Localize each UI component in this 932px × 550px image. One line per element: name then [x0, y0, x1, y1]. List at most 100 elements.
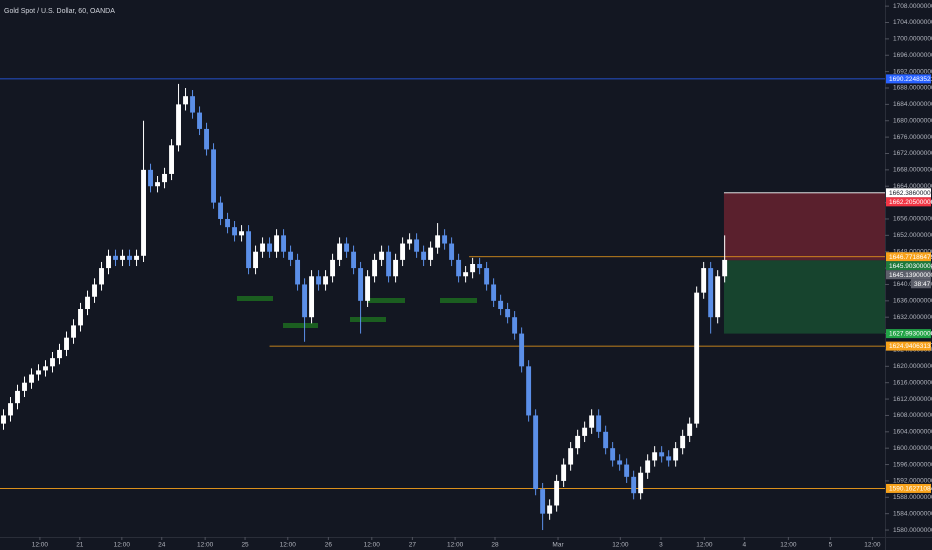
candle-body [435, 235, 441, 248]
y-tick-label: 1632.00000000 [893, 314, 932, 321]
price-badge-label: 1627.99300000 [889, 331, 932, 338]
x-tick-label: 26 [325, 542, 333, 549]
y-tick-label: 1684.00000000 [893, 101, 932, 108]
price-badge [886, 483, 931, 493]
y-tick-label: 1620.00000000 [893, 363, 932, 370]
x-tick-label: 12:00 [864, 542, 881, 549]
y-tick-label: 1676.00000000 [893, 134, 932, 141]
y-tick-label: 1668.00000000 [893, 167, 932, 174]
candle-body [127, 255, 132, 260]
y-tick-label: 1648.00000000 [893, 248, 932, 255]
candle-body [477, 263, 483, 269]
candle-body [204, 128, 209, 150]
candle-body [71, 325, 76, 338]
candle-body [638, 472, 644, 494]
candle-body [358, 268, 364, 301]
candle-body [218, 202, 224, 219]
candle-body [267, 243, 273, 252]
y-tick-label: 1704.00000000 [893, 19, 932, 26]
y-tick-label: 1592.00000000 [893, 478, 932, 485]
y-tick-label: 1708.00000000 [893, 3, 932, 10]
x-tick-label: Mar [552, 542, 564, 549]
price-badge [886, 341, 931, 351]
y-tick-label: 1656.00000000 [893, 216, 932, 223]
candle-body [365, 276, 371, 301]
candle-body [421, 251, 427, 260]
price-badge-label: 1590.16271084 [889, 485, 932, 492]
candle-body [526, 366, 532, 416]
price-badge [886, 197, 931, 207]
candle-body [666, 456, 672, 461]
price-badge [886, 329, 931, 339]
candle-body [519, 333, 525, 367]
x-tick-label: 24 [158, 542, 166, 549]
candle-body [582, 427, 588, 436]
candle-body [162, 173, 167, 183]
candle-body [92, 284, 97, 297]
price-badge-label: 1646.77186479 [889, 254, 932, 261]
candle-body [239, 231, 245, 236]
x-tick-label: 12:00 [780, 542, 797, 549]
stop-zone [723, 192, 885, 261]
candle-body [603, 431, 609, 449]
candle-body [554, 480, 560, 506]
support-marker [283, 323, 318, 328]
candle-body [652, 452, 658, 461]
candle-body [295, 259, 301, 285]
candle-body [568, 448, 574, 465]
x-tick-label: 28 [491, 542, 499, 549]
price-badge-label: 1662.20500000 [889, 199, 932, 206]
candle-body [414, 239, 420, 252]
candle-body [456, 259, 462, 277]
candle-body [505, 309, 511, 318]
price-badge-label: 1690.22483521 [889, 76, 932, 83]
candle-body [512, 317, 518, 334]
candle-body [274, 235, 280, 252]
candle-body [533, 415, 539, 490]
y-tick-label: 1688.00000000 [893, 85, 932, 92]
candle-body [316, 276, 322, 285]
candle-body [43, 366, 48, 371]
y-tick-label: 1664.00000000 [893, 183, 932, 190]
candle-body [393, 259, 399, 277]
y-tick-label: 1584.00000000 [893, 510, 932, 517]
candle-body [351, 251, 357, 269]
y-tick-label: 1636.00000000 [893, 298, 932, 305]
x-tick-label: 12:00 [114, 542, 131, 549]
candle-body [120, 255, 125, 260]
price-badge-label: 1645.13900000 [889, 272, 932, 279]
y-tick-label: 1700.00000000 [893, 36, 932, 43]
candle-body [330, 259, 336, 277]
y-tick-label: 1672.00000000 [893, 150, 932, 157]
candle-body [631, 476, 637, 494]
price-badge [886, 261, 931, 271]
candle-body [1, 415, 6, 424]
price-badge [886, 74, 931, 84]
y-tick-label: 1580.00000000 [893, 527, 932, 534]
candle-body [78, 309, 83, 326]
candle-body [29, 374, 34, 383]
x-tick-label: 12:00 [32, 542, 49, 549]
candle-body [673, 448, 679, 461]
y-tick-label: 1652.00000000 [893, 232, 932, 239]
candle-body [8, 403, 13, 416]
candle-body [57, 349, 62, 359]
candle-body [211, 149, 216, 203]
candle-body [190, 96, 195, 113]
candle-body [596, 415, 602, 432]
candle-body [694, 292, 700, 424]
candle-body [708, 268, 714, 318]
candle-body [323, 276, 329, 285]
candle-body [659, 452, 665, 457]
candle-body [470, 263, 476, 273]
y-tick-label: 1696.00000000 [893, 52, 932, 59]
candle-body [561, 464, 567, 481]
candle-body [141, 169, 146, 256]
candle-body [183, 96, 188, 105]
candle-body [617, 460, 623, 465]
candle-body [309, 276, 315, 318]
candle-body [113, 255, 118, 260]
candle-body [22, 382, 27, 391]
candle-body [148, 169, 153, 187]
